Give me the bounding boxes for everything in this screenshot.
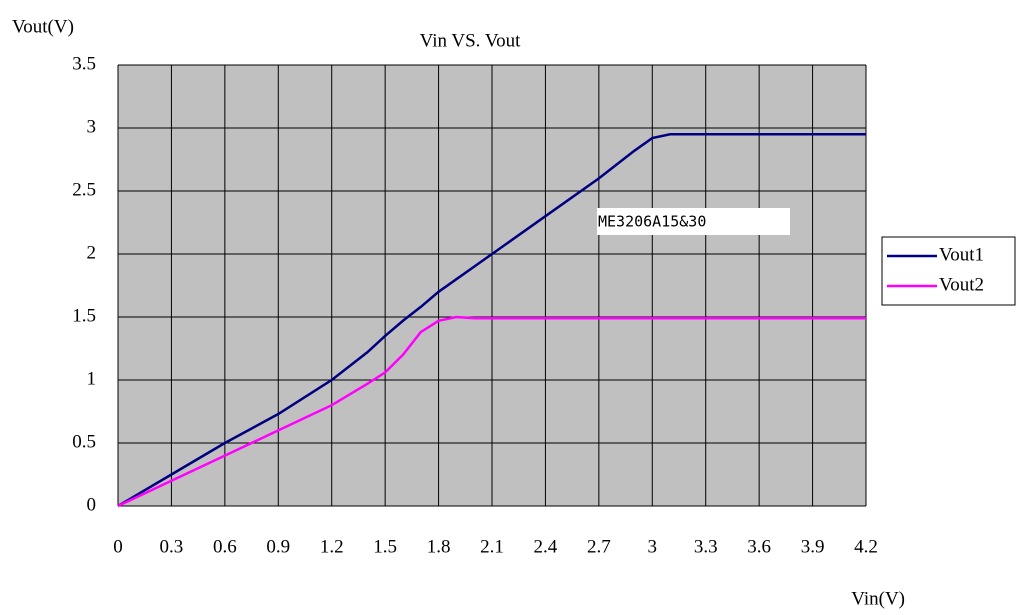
y-tick-label: 0 xyxy=(87,494,97,515)
x-tick-label: 1.8 xyxy=(427,536,451,557)
y-tick-label: 0.5 xyxy=(72,431,96,452)
x-tick-label: 2.7 xyxy=(587,536,611,557)
x-tick-label: 4.2 xyxy=(854,536,878,557)
y-tick-label: 3.5 xyxy=(72,53,96,74)
y-tick-label: 1.5 xyxy=(72,305,96,326)
annotation: ME3206A15&30 xyxy=(598,213,706,231)
y-axis-label: Vout(V) xyxy=(12,16,74,37)
x-tick-label: 1.5 xyxy=(373,536,397,557)
series-line xyxy=(117,315,866,508)
x-tick-label: 2.1 xyxy=(480,536,504,557)
x-tick-label: 3.9 xyxy=(801,536,825,557)
x-tick-label: 3.6 xyxy=(747,536,771,557)
legend-label: Vout1 xyxy=(939,244,984,265)
y-tick-label: 2.5 xyxy=(72,179,96,200)
y-tick-label: 2 xyxy=(87,242,97,263)
x-tick-label: 2.4 xyxy=(534,536,558,557)
x-tick-label: 3 xyxy=(648,536,658,557)
chart-title: Vin VS. Vout xyxy=(420,30,521,51)
x-tick-label: 3.3 xyxy=(694,536,718,557)
x-tick-label: 0.3 xyxy=(160,536,184,557)
x-axis-label: Vin(V) xyxy=(851,588,905,609)
x-tick-label: 0 xyxy=(113,536,123,557)
annotation-box xyxy=(597,208,790,235)
x-tick-label: 1.2 xyxy=(320,536,344,557)
x-tick-label: 0.6 xyxy=(213,536,237,557)
series-line xyxy=(117,133,866,508)
legend-box xyxy=(881,236,1016,306)
y-tick-label: 1 xyxy=(87,368,97,389)
y-tick-label: 3 xyxy=(87,116,97,137)
legend-label: Vout2 xyxy=(939,274,984,295)
x-tick-label: 0.9 xyxy=(266,536,290,557)
